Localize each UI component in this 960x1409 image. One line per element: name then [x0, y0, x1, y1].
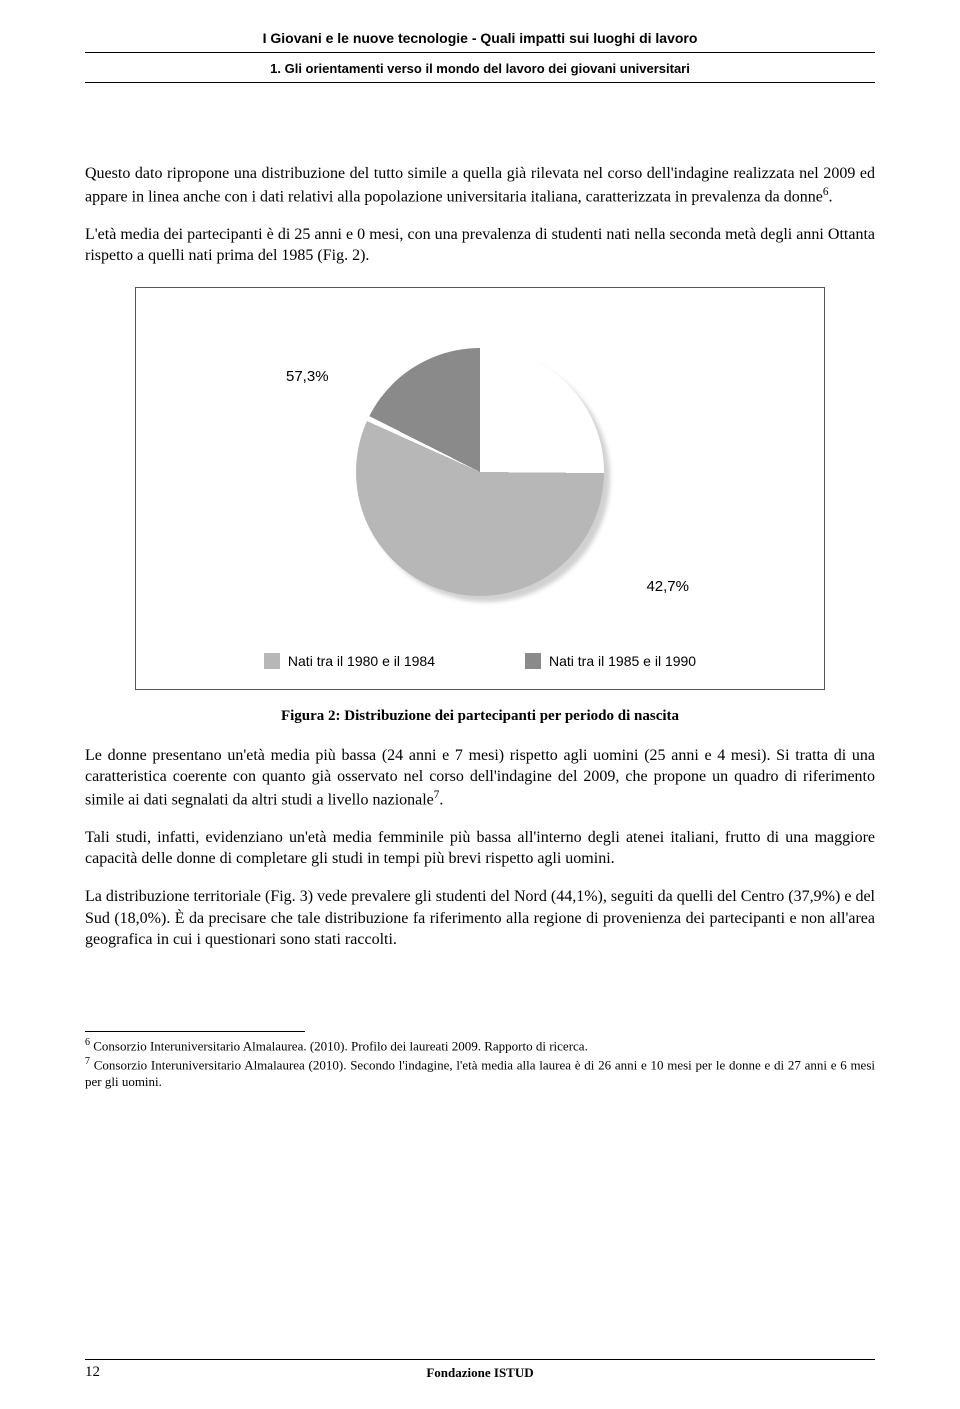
- footnote-7: 7 Consorzio Interuniversitario Almalaure…: [85, 1055, 875, 1091]
- footnote-rule: [85, 1031, 305, 1032]
- legend-label-2: Nati tra il 1985 e il 1990: [549, 653, 696, 669]
- paragraph-4: Tali studi, infatti, evidenziano un'età …: [85, 827, 875, 870]
- running-header-subtitle: 1. Gli orientamenti verso il mondo del l…: [85, 61, 875, 83]
- page-footer: 12 Fondazione ISTUD: [0, 1359, 960, 1381]
- paragraph-3: Le donne presentano un'età media più bas…: [85, 745, 875, 811]
- page-number: 12: [85, 1364, 100, 1381]
- footer-org: Fondazione ISTUD: [426, 1365, 533, 1381]
- legend-label-1: Nati tra il 1980 e il 1984: [288, 653, 435, 669]
- footnote-6-text: Consorzio Interuniversitario Almalaurea.…: [90, 1038, 588, 1053]
- pie-slice-label-1: 57,3%: [286, 368, 329, 385]
- footer-row: 12 Fondazione ISTUD: [85, 1364, 875, 1381]
- pie-chart-container: 57,3% 42,7% Nati tra il 1980 e il 1984 N…: [135, 287, 825, 690]
- paragraph-2: L'età media dei partecipanti è di 25 ann…: [85, 224, 875, 267]
- page: I Giovani e le nuove tecnologie - Quali …: [0, 0, 960, 1409]
- legend-swatch-1: [264, 653, 280, 669]
- footer-rule: [85, 1359, 875, 1360]
- legend-item-1: Nati tra il 1980 e il 1984: [264, 653, 435, 669]
- legend-item-2: Nati tra il 1985 e il 1990: [525, 653, 696, 669]
- chart-legend: Nati tra il 1980 e il 1984 Nati tra il 1…: [156, 653, 804, 669]
- figure-caption: Figura 2: Distribuzione dei partecipanti…: [85, 708, 875, 725]
- paragraph-1-text-b: .: [828, 188, 832, 205]
- paragraph-3-text-a: Le donne presentano un'età media più bas…: [85, 747, 875, 809]
- pie-slices: [356, 348, 604, 596]
- pie-chart: 57,3% 42,7%: [156, 318, 804, 628]
- pie-slice-label-2: 42,7%: [646, 578, 689, 595]
- paragraph-5: La distribuzione territoriale (Fig. 3) v…: [85, 886, 875, 951]
- footnote-6: 6 Consorzio Interuniversitario Almalaure…: [85, 1036, 875, 1055]
- legend-swatch-2: [525, 653, 541, 669]
- paragraph-3-text-b: .: [439, 791, 443, 808]
- paragraph-1: Questo dato ripropone una distribuzione …: [85, 163, 875, 208]
- paragraph-1-text-a: Questo dato ripropone una distribuzione …: [85, 165, 875, 205]
- running-header-title: I Giovani e le nuove tecnologie - Quali …: [85, 30, 875, 53]
- footnote-7-text: Consorzio Interuniversitario Almalaurea …: [85, 1057, 875, 1089]
